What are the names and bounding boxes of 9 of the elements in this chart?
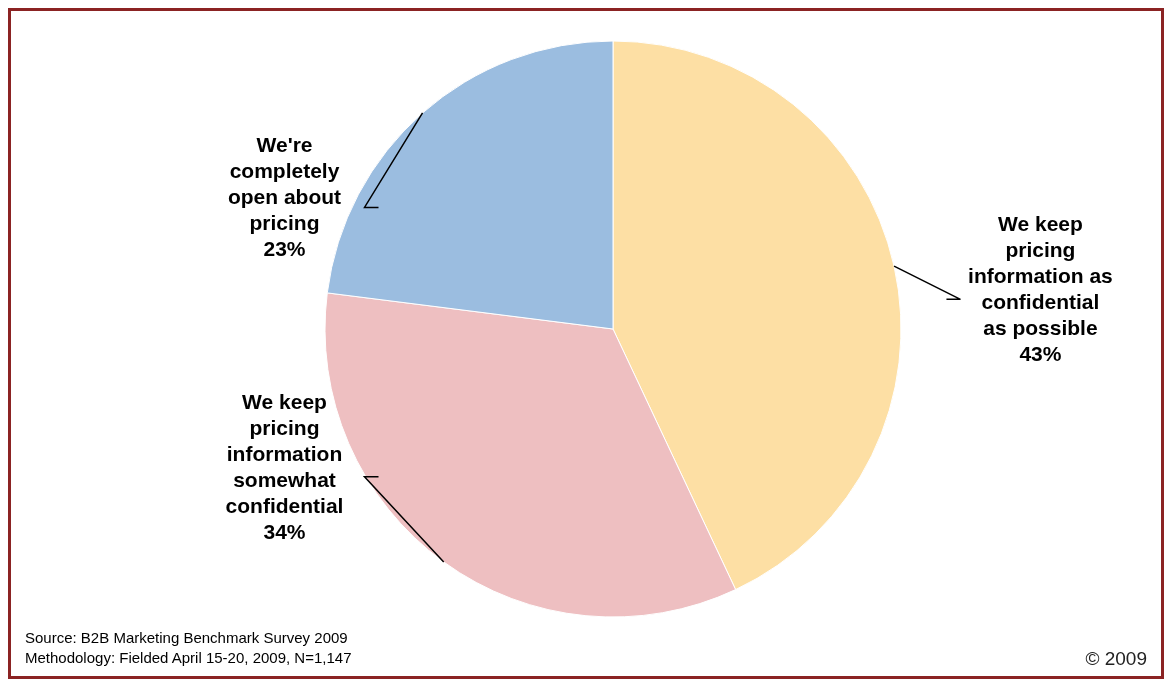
slice-label: We're completely open about pricing — [227, 133, 342, 235]
text: Methodology: Fielded April 15-20, 2009, N=1,147 — [25, 648, 352, 668]
data-label: 23% — [263, 237, 306, 261]
slice-label: We keep pricing information as confidential as possible — [968, 212, 1113, 340]
source-note: Source: B2B Marketing Benchmark Survey 2009 — [25, 628, 349, 648]
data-label: 34% — [263, 519, 306, 543]
data-label: 43% — [1019, 342, 1062, 366]
slice-label: We keep pricing information somewhat confidential — [225, 389, 344, 517]
text: © 2009 — [1085, 648, 1147, 670]
